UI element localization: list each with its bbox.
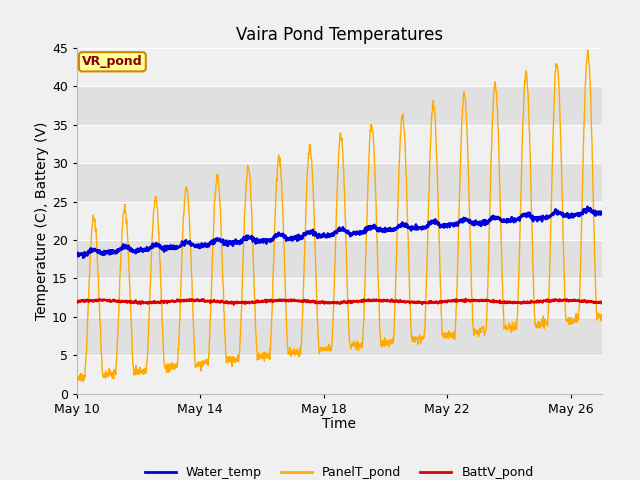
Legend: Water_temp, PanelT_pond, BattV_pond: Water_temp, PanelT_pond, BattV_pond [140,461,539,480]
Bar [77,240,602,278]
Bar [77,48,602,86]
Bar [77,125,602,163]
Y-axis label: Temperature (C), Battery (V): Temperature (C), Battery (V) [35,121,49,320]
X-axis label: Time: Time [322,417,356,431]
Bar [77,163,602,202]
Bar [77,86,602,125]
Bar [77,317,602,355]
Bar [77,202,602,240]
Title: Vaira Pond Temperatures: Vaira Pond Temperatures [236,25,443,44]
Bar [77,278,602,317]
Bar [77,355,602,394]
Text: VR_pond: VR_pond [82,55,143,68]
